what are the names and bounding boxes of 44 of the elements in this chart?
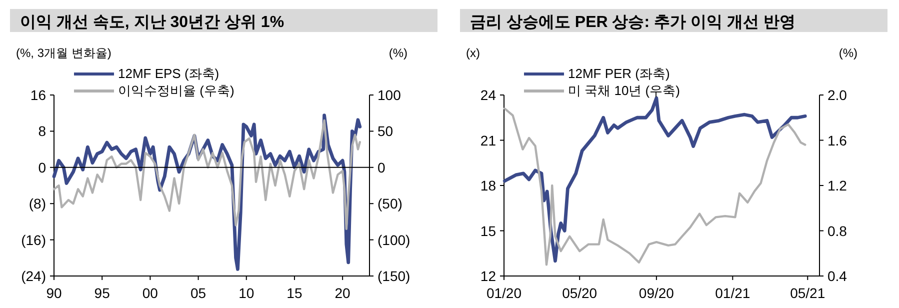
y2-tick-label: 0 <box>378 159 386 176</box>
y-tick-label: (8) <box>28 196 46 212</box>
y-tick-label: 8 <box>38 123 46 140</box>
x-tick-label: 05/20 <box>562 285 597 301</box>
y2-tick-label: 2.0 <box>827 87 847 103</box>
y2-tick-label: 100 <box>378 87 402 103</box>
x-tick-label: 10 <box>238 285 254 301</box>
y-axis-title: (x) <box>466 46 480 60</box>
y-tick-label: (24) <box>21 268 46 284</box>
y2-tick-label: (50) <box>378 196 402 212</box>
legend-label: 미 국채 10년 (우축) <box>568 83 680 98</box>
y2-tick-label: 1.6 <box>827 132 847 148</box>
y2-tick-label: (150) <box>378 268 410 284</box>
x-tick-label: 20 <box>334 285 351 301</box>
y-tick-label: 12 <box>480 268 496 284</box>
y2-tick-label: 0.4 <box>827 268 847 284</box>
y2-tick-label: 0.8 <box>827 222 847 239</box>
x-tick-label: 09/20 <box>638 285 674 301</box>
x-tick-label: 05 <box>190 285 206 301</box>
x-tick-label: 05/21 <box>790 285 825 301</box>
chart-title: 금리 상승에도 PER 상승: 추가 이익 개선 반영 <box>470 14 795 31</box>
y2-axis-title: (%) <box>388 46 408 60</box>
legend-label: 12MF EPS (좌축) <box>118 66 220 81</box>
y-tick-label: (16) <box>21 232 46 248</box>
x-tick-label: 01/20 <box>486 285 522 301</box>
y2-axis-title: (%) <box>838 46 857 60</box>
legend-label: 이익수정비율 (우축) <box>118 83 234 98</box>
y-tick-label: 0 <box>38 159 46 176</box>
y-tick-label: 15 <box>480 222 496 239</box>
y2-tick-label: (100) <box>378 232 410 248</box>
chart-title: 이익 개선 속도, 지난 30년간 상위 1% <box>20 14 284 31</box>
y2-tick-label: 50 <box>378 123 394 140</box>
x-tick-label: 90 <box>46 285 62 301</box>
y-tick-label: 21 <box>480 132 496 148</box>
y-tick-label: 18 <box>480 178 496 194</box>
y-axis-title: (%, 3개월 변화율) <box>16 46 112 60</box>
x-tick-label: 15 <box>286 285 302 301</box>
x-tick-label: 01/21 <box>714 285 750 301</box>
x-tick-label: 00 <box>142 285 158 301</box>
y2-tick-label: 1.2 <box>827 178 847 194</box>
x-tick-label: 95 <box>94 285 110 301</box>
legend-label: 12MF PER (좌축) <box>568 66 670 81</box>
y-tick-label: 16 <box>30 87 46 103</box>
y-tick-label: 24 <box>480 87 496 103</box>
